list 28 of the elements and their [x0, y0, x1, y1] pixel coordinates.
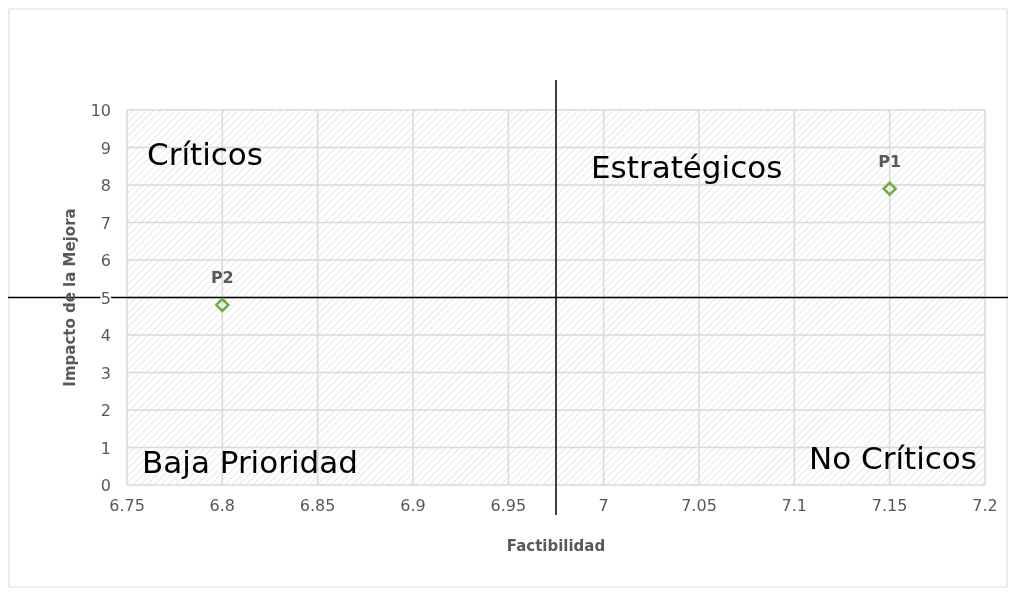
x-tick-label: 7.2 [972, 496, 998, 515]
annotation: P2 [210, 268, 234, 287]
x-tick-label: 6.8 [209, 496, 236, 515]
y-tick-label: 9 [100, 138, 111, 158]
x-tick-label: 7 [598, 496, 609, 515]
x-axis-title: Factibilidad [506, 537, 606, 555]
y-tick-label: 1 [100, 438, 111, 458]
x-tick-label: 7.05 [681, 496, 717, 515]
y-tick-label: 0 [100, 476, 111, 495]
y-tick-label: 7 [100, 213, 111, 233]
x-tick-label: 6.75 [109, 496, 145, 515]
y-tick-label: 2 [100, 401, 111, 420]
x-tick-label: 7.1 [781, 496, 808, 515]
y-tick-label: 4 [100, 326, 111, 345]
x-tick-label: 6.9 [400, 496, 426, 515]
annotation: No Críticos [809, 440, 977, 476]
x-tick-label: 6.95 [490, 496, 527, 515]
y-tick-label: 6 [100, 251, 111, 270]
annotation: Críticos [147, 136, 263, 172]
y-tick-label: 10 [90, 101, 111, 120]
x-tick-label: 6.85 [299, 496, 336, 515]
annotation: Estratégicos [591, 149, 783, 185]
y-tick-label: 8 [100, 176, 111, 195]
y-tick-label: 3 [100, 363, 111, 383]
x-tick-label: 7.15 [871, 496, 908, 515]
y-axis-title: Impacto de la Mejora [61, 208, 79, 387]
annotation: Baja Prioridad [142, 444, 358, 480]
annotation: P1 [878, 151, 902, 171]
